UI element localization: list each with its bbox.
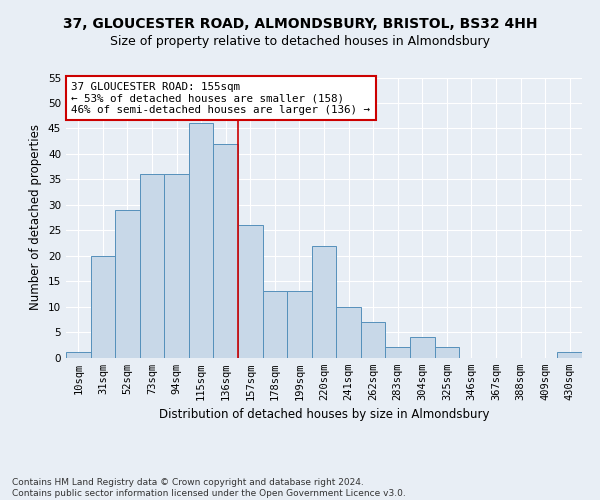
Bar [66, 352, 91, 358]
X-axis label: Distribution of detached houses by size in Almondsbury: Distribution of detached houses by size … [159, 408, 489, 421]
Bar [214, 144, 238, 358]
Bar [91, 256, 115, 358]
Bar [263, 292, 287, 358]
Bar [115, 210, 140, 358]
Text: Size of property relative to detached houses in Almondsbury: Size of property relative to detached ho… [110, 35, 490, 48]
Bar [557, 352, 582, 358]
Bar [189, 124, 214, 358]
Text: 37, GLOUCESTER ROAD, ALMONDSBURY, BRISTOL, BS32 4HH: 37, GLOUCESTER ROAD, ALMONDSBURY, BRISTO… [63, 18, 537, 32]
Bar [287, 292, 312, 358]
Bar [164, 174, 189, 358]
Text: Contains HM Land Registry data © Crown copyright and database right 2024.
Contai: Contains HM Land Registry data © Crown c… [12, 478, 406, 498]
Bar [238, 225, 263, 358]
Bar [385, 348, 410, 358]
Bar [140, 174, 164, 358]
Bar [434, 348, 459, 358]
Y-axis label: Number of detached properties: Number of detached properties [29, 124, 43, 310]
Text: 37 GLOUCESTER ROAD: 155sqm
← 53% of detached houses are smaller (158)
46% of sem: 37 GLOUCESTER ROAD: 155sqm ← 53% of deta… [71, 82, 370, 115]
Bar [336, 306, 361, 358]
Bar [361, 322, 385, 358]
Bar [410, 337, 434, 357]
Bar [312, 246, 336, 358]
